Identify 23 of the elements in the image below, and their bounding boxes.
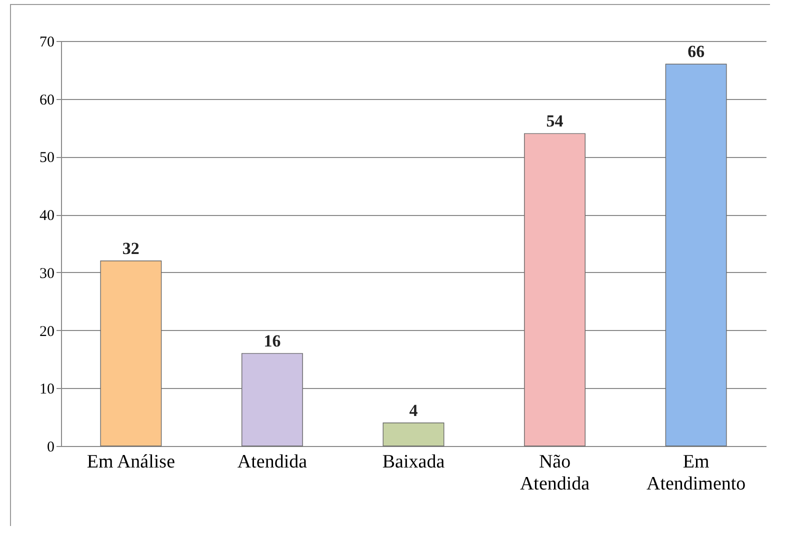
data-label: 54 bbox=[546, 112, 564, 131]
data-label: 16 bbox=[264, 331, 281, 350]
y-tick-label: 70 bbox=[40, 34, 54, 50]
x-tick-label: Não Atendida bbox=[520, 452, 590, 494]
bar bbox=[524, 133, 586, 446]
bar bbox=[665, 64, 727, 446]
bar bbox=[100, 260, 162, 446]
data-label: 4 bbox=[409, 400, 418, 420]
x-tick-label: Em Atendimento bbox=[646, 452, 746, 494]
x-tick-label: Atendida bbox=[237, 452, 308, 472]
bar bbox=[241, 353, 303, 446]
y-tick-label: 60 bbox=[40, 92, 54, 108]
y-tick-label: 40 bbox=[40, 208, 54, 224]
x-tick-label: Baixada bbox=[382, 452, 446, 472]
y-tick-label: 30 bbox=[40, 266, 54, 282]
y-tick-label: 0 bbox=[47, 440, 54, 456]
data-label: 66 bbox=[688, 42, 705, 62]
bar bbox=[382, 422, 444, 446]
data-label: 32 bbox=[122, 238, 140, 258]
y-tick-label: 10 bbox=[40, 382, 54, 398]
y-tick-label: 50 bbox=[40, 150, 54, 166]
y-tick-label: 20 bbox=[40, 324, 54, 340]
x-tick-label: Em Análise bbox=[86, 452, 176, 472]
